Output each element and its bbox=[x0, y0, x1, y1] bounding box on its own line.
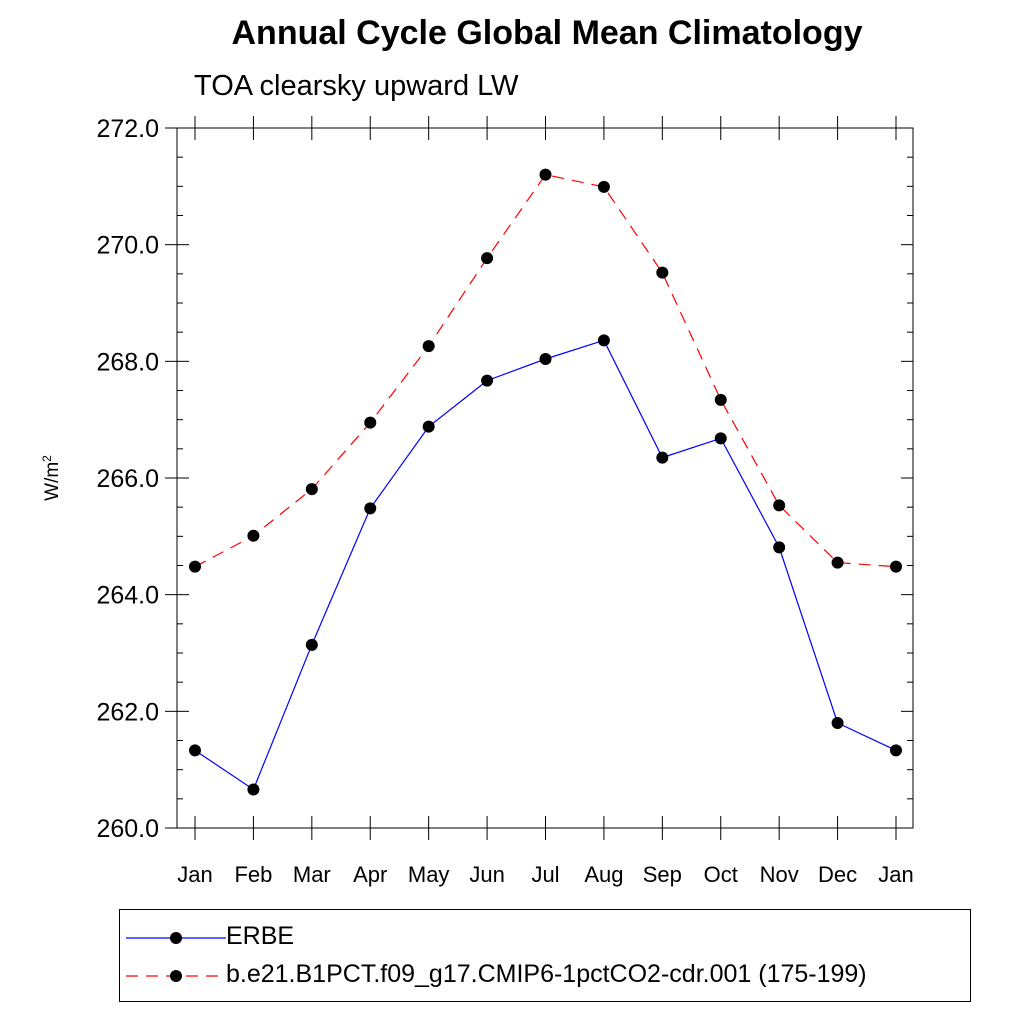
data-point-erbe bbox=[189, 744, 201, 757]
data-point-erbe bbox=[656, 451, 669, 464]
series-line-model bbox=[194, 174, 897, 568]
data-point-erbe bbox=[597, 334, 610, 347]
legend-item-erbe: ERBE bbox=[120, 918, 970, 958]
y-tick-label: 264.0 bbox=[96, 582, 159, 610]
data-point-erbe bbox=[831, 717, 844, 729]
data-point-erbe bbox=[773, 541, 786, 554]
data-point-erbe bbox=[539, 353, 552, 365]
x-tick-label: Feb bbox=[234, 862, 272, 887]
data-point-model bbox=[247, 529, 260, 542]
x-tick-label: Jan bbox=[878, 862, 913, 887]
data-point-model bbox=[305, 483, 318, 496]
chart-title: Annual Cycle Global Mean Climatology bbox=[231, 14, 863, 52]
data-point-model bbox=[714, 393, 727, 406]
legend-swatch-erbe bbox=[126, 932, 226, 944]
data-point-model bbox=[890, 560, 902, 573]
legend-item-model: b.e21.B1PCT.f09_g17.CMIP6-1pctCO2-cdr.00… bbox=[120, 956, 970, 996]
x-tick-label: Oct bbox=[704, 862, 738, 887]
y-tick-label: 268.0 bbox=[96, 348, 159, 376]
series-layer bbox=[189, 168, 902, 796]
data-point-erbe bbox=[305, 638, 318, 651]
y-tick-label: 266.0 bbox=[96, 465, 159, 493]
y-tick-labels: 260.0 262.0 264.0 266.0 268.0 270.0 272.0 bbox=[96, 115, 159, 843]
chart-subtitle: TOA clearsky upward LW bbox=[194, 70, 519, 102]
data-point-model bbox=[539, 168, 552, 181]
legend-marker-erbe bbox=[170, 932, 182, 944]
data-point-erbe bbox=[422, 420, 435, 433]
x-tick-label: Sep bbox=[643, 862, 682, 887]
legend-label-erbe: ERBE bbox=[226, 922, 295, 950]
x-tick-label: Aug bbox=[584, 862, 623, 887]
data-point-model bbox=[656, 266, 669, 279]
legend-marker-model bbox=[170, 970, 182, 982]
y-tick-label: 272.0 bbox=[96, 115, 159, 143]
data-point-erbe bbox=[364, 502, 377, 515]
data-point-model bbox=[364, 416, 377, 429]
plot-frame bbox=[176, 127, 914, 829]
y-axis-label: W/m2 bbox=[40, 455, 64, 501]
x-tick-label: Dec bbox=[818, 862, 857, 887]
y-tick-label: 270.0 bbox=[96, 232, 159, 260]
y-axis-label-sup: 2 bbox=[39, 455, 54, 462]
legend-swatch-model bbox=[126, 970, 226, 982]
data-point-erbe bbox=[714, 432, 727, 445]
legend: ERBE b.e21.B1PCT.f09_g17.CMIP6-1pctCO2-c… bbox=[119, 909, 971, 1002]
data-point-model bbox=[189, 560, 201, 573]
data-point-erbe bbox=[247, 783, 260, 796]
x-tick-label: Mar bbox=[293, 862, 331, 887]
x-tick-label: Jan bbox=[177, 862, 212, 887]
data-point-model bbox=[422, 340, 435, 353]
data-point-model bbox=[773, 499, 786, 512]
data-point-model bbox=[481, 252, 494, 265]
y-axis-label-base: W/m bbox=[42, 461, 64, 501]
x-tick-label: Nov bbox=[760, 862, 799, 887]
data-point-model bbox=[597, 180, 610, 193]
x-tick-label: Apr bbox=[353, 862, 387, 887]
data-point-erbe bbox=[481, 374, 494, 387]
y-tick-label: 260.0 bbox=[96, 815, 159, 843]
data-point-model bbox=[831, 556, 844, 569]
x-tick-label: Jun bbox=[469, 862, 504, 887]
x-tick-label: Jul bbox=[531, 862, 559, 887]
axis-ticks bbox=[165, 116, 913, 840]
y-tick-label: 262.0 bbox=[96, 698, 159, 726]
data-point-erbe bbox=[890, 744, 902, 757]
legend-label-model: b.e21.B1PCT.f09_g17.CMIP6-1pctCO2-cdr.00… bbox=[226, 960, 867, 988]
x-tick-labels: Jan Feb Mar Apr May Jun Jul Aug Sep Oct Nov Dec Jan bbox=[177, 862, 913, 887]
x-tick-label: May bbox=[408, 862, 450, 887]
series-line-erbe bbox=[194, 339, 897, 791]
